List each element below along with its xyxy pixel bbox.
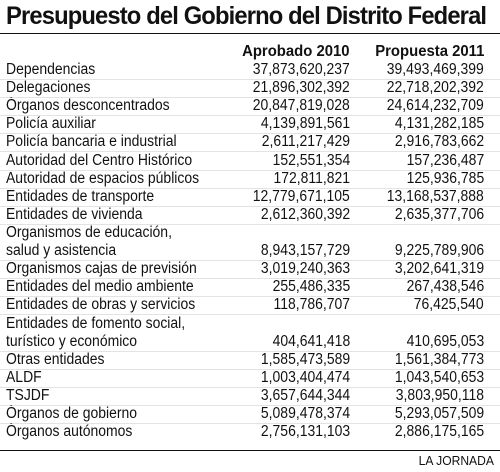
table-row: Entidades del medio ambiente 255,486,335 2…	[0, 278, 500, 296]
row-label: Entidades de fomento social, turístico y …	[6, 315, 185, 351]
row-label: Policía auxiliar	[6, 115, 96, 133]
value-propuesta-2011: 2,916,783,662	[394, 133, 484, 151]
value-propuesta-2011: 2,635,377,706	[394, 205, 484, 223]
page-title: Presupuesto del Gobierno del Distrito Fe…	[6, 2, 487, 30]
value-aprobado-2010: 2,756,131,103	[260, 422, 350, 440]
table-row: Delegaciones 21,896,302,392 22,718,202,392	[0, 79, 500, 97]
table-row: Autoridad del Centro Histórico 152,551,35…	[0, 151, 500, 169]
row-label: ALDF	[6, 368, 42, 386]
row-label: Órganos desconcentrados	[6, 97, 170, 115]
table-row: Dependencias 37,873,620,237 39,493,469,399	[0, 61, 500, 79]
row-label-line-2: salud y asistencia	[6, 242, 117, 260]
value-propuesta-2011: 1,043,540,653	[394, 368, 484, 386]
table-row: Entidades de transporte 12,779,671,105 13,…	[0, 187, 500, 206]
table-row: Entidades de fomento social, turístico y …	[0, 314, 500, 350]
top-rule	[0, 33, 500, 34]
value-aprobado-2010: 8,943,157,729	[260, 242, 350, 260]
value-aprobado-2010: 5,089,478,374	[260, 404, 350, 422]
row-label: Órganos de gobierno	[6, 404, 138, 422]
table-row: ALDF 1,003,404,474 1,043,540,653	[0, 368, 500, 387]
value-propuesta-2011: 1,561,384,773	[394, 350, 484, 368]
table-row: Organismos de educación, salud y asistenc…	[0, 223, 500, 260]
table-row: Órganos desconcentrados 20,847,819,028 24,…	[0, 97, 500, 115]
table-row: Autoridad de espacios públicos 172,811,82…	[0, 169, 500, 188]
row-label: Autoridad del Centro Histórico	[6, 151, 193, 169]
value-aprobado-2010: 255,486,335	[272, 278, 350, 296]
table-row: Policía auxiliar 4,139,891,561 4,131,282,1…	[0, 115, 500, 133]
value-aprobado-2010: 152,551,354	[272, 151, 350, 169]
row-label: Organismos cajas de previsión	[6, 260, 197, 278]
value-propuesta-2011: 22,718,202,392	[387, 79, 484, 97]
value-propuesta-2011: 125,936,785	[406, 169, 484, 187]
value-aprobado-2010: 118,786,707	[273, 296, 350, 314]
value-propuesta-2011: 3,202,641,319	[394, 260, 484, 278]
column-header-propuesta: Propuesta 2011	[374, 43, 484, 60]
value-propuesta-2011: 267,438,546	[406, 278, 484, 296]
value-propuesta-2011: 4,131,282,185	[394, 115, 484, 133]
value-aprobado-2010: 3,657,644,344	[260, 386, 350, 404]
value-aprobado-2010: 37,873,620,237	[253, 61, 350, 79]
row-label-line-2: turístico y económico	[6, 332, 138, 350]
value-propuesta-2011: 39,493,469,399	[387, 61, 484, 79]
value-aprobado-2010: 21,896,302,392	[253, 79, 350, 97]
value-propuesta-2011: 157,236,487	[406, 151, 484, 169]
value-propuesta-2011: 13,168,537,888	[387, 187, 484, 205]
table-row: Organismos cajas de previsión 3,019,240,3…	[0, 260, 500, 278]
budget-rows: Dependencias 37,873,620,237 39,493,469,399…	[0, 61, 500, 441]
table-row: Otras entidades 1,585,473,589 1,561,384,77…	[0, 350, 500, 369]
row-label: Otras entidades	[6, 350, 105, 368]
column-header-aprobado: Aprobado 2010	[242, 43, 350, 60]
value-aprobado-2010: 404,641,418	[272, 332, 350, 350]
value-propuesta-2011: 24,614,232,709	[387, 97, 484, 115]
value-propuesta-2011: 410,695,053	[406, 332, 484, 350]
value-propuesta-2011: 3,803,950,118	[395, 386, 484, 404]
row-label: Entidades de obras y servicios	[6, 296, 196, 314]
row-label: Organismos de educación, salud y asistenc…	[6, 224, 172, 260]
table-row: Órganos de gobierno 5,089,478,374 5,293,05…	[0, 404, 500, 423]
row-label: Autoridad de espacios públicos	[6, 169, 200, 187]
value-propuesta-2011: 9,225,789,906	[394, 242, 484, 260]
value-aprobado-2010: 12,779,671,105	[253, 187, 350, 205]
value-propuesta-2011: 5,293,057,509	[394, 404, 484, 422]
source-credit: LA JORNADA	[418, 453, 494, 468]
row-label-line-1: Organismos de educación,	[6, 224, 172, 242]
value-aprobado-2010: 2,612,360,392	[260, 205, 350, 223]
row-label: Entidades de vivienda	[6, 205, 143, 223]
row-label: Delegaciones	[6, 79, 91, 97]
row-label: Dependencias	[6, 61, 96, 79]
row-label: Entidades de transporte	[6, 187, 155, 205]
value-aprobado-2010: 172,811,821	[273, 169, 350, 187]
table-row: TSJDF 3,657,644,344 3,803,950,118	[0, 386, 500, 405]
value-aprobado-2010: 4,139,891,561	[260, 115, 350, 133]
value-aprobado-2010: 3,019,240,363	[260, 260, 350, 278]
value-aprobado-2010: 1,003,404,474	[260, 368, 350, 386]
table-row: Órganos autónomos 2,756,131,103 2,886,175,…	[0, 422, 500, 441]
row-label: Entidades del medio ambiente	[6, 278, 194, 296]
value-propuesta-2011: 76,425,540	[414, 296, 484, 314]
row-label-line-1: Entidades de fomento social,	[6, 314, 186, 332]
row-label: TSJDF	[6, 386, 50, 404]
value-propuesta-2011: 2,886,175,165	[394, 422, 484, 440]
value-aprobado-2010: 20,847,819,028	[253, 97, 350, 115]
row-label: Policía bancaria e industrial	[6, 133, 177, 151]
row-label: Órganos autónomos	[6, 422, 133, 440]
table-row: Entidades de vivienda 2,612,360,392 2,635,…	[0, 205, 500, 224]
table-row: Entidades de obras y servicios 118,786,70…	[0, 296, 500, 314]
value-aprobado-2010: 1,585,473,589	[260, 350, 350, 368]
value-aprobado-2010: 2,611,217,429	[261, 133, 350, 151]
table-row: Policía bancaria e industrial 2,611,217,4…	[0, 133, 500, 151]
bottom-rule	[0, 450, 500, 451]
